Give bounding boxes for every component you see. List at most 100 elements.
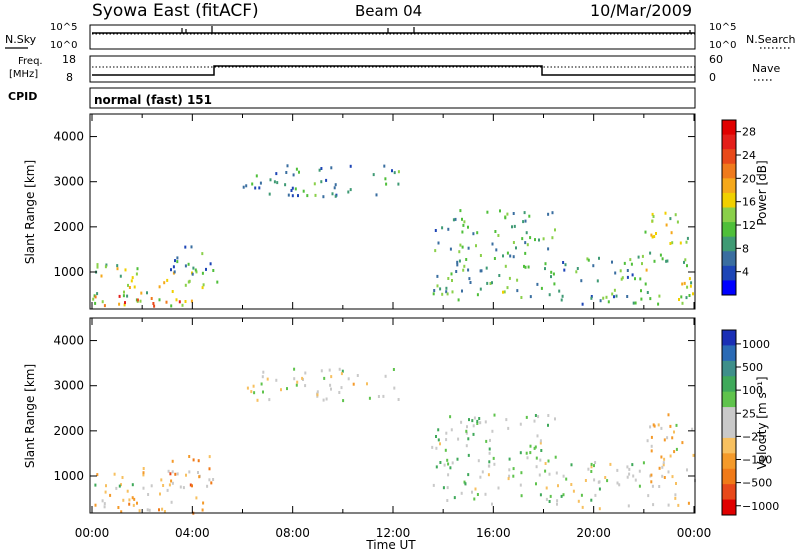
- heatmap-cell-r4: [535, 465, 538, 469]
- heatmap-cell-r0: [119, 274, 122, 278]
- date-title: 10/Mar/2009: [590, 1, 692, 20]
- heatmap-cell-r0: [127, 283, 129, 287]
- heatmap-cell-r6: [678, 298, 680, 301]
- velocity-axis: 1000 2000 3000 4000: [53, 318, 695, 513]
- heatmap-cell-r6: [644, 230, 647, 234]
- heatmap-cell-r4: [554, 228, 556, 232]
- heatmap-cell-r6: [692, 292, 694, 296]
- heatmap-cell-r4: [529, 451, 532, 455]
- heatmap-cell-r6: [657, 302, 660, 306]
- heatmap-cell-r4: [445, 431, 448, 435]
- freq-panel-frame: [89, 55, 696, 83]
- heatmap-cell-r0: [105, 484, 107, 488]
- heatmap-cell-r0: [104, 265, 107, 269]
- heatmap-cell-r0: [146, 291, 148, 295]
- heatmap-cell-r5: [628, 472, 631, 476]
- heatmap-cell-r6: [686, 264, 688, 268]
- power-panel-frame: [89, 113, 696, 310]
- heatmap-cell-r4: [491, 242, 494, 246]
- heatmap-cell-r5: [575, 270, 578, 274]
- power-colorbar: 4 8 12 16 20 24 28: [721, 119, 756, 296]
- heatmap-cell-r5: [615, 294, 618, 298]
- colorbar-frame: [721, 329, 737, 516]
- heatmap-cell-r5: [560, 494, 563, 498]
- heatmap-cell-r6: [666, 436, 669, 440]
- velocity-colorbar-label: Velocity [m s⁻¹]: [755, 376, 769, 469]
- heatmap-cell-r5: [590, 295, 593, 298]
- heatmap-cell-r4: [433, 289, 436, 292]
- heatmap-cell-r4: [436, 284, 439, 288]
- noise-right-top-tick: 10^5: [709, 22, 736, 33]
- heatmap-cell-r3: [397, 170, 400, 174]
- heatmap-cell-r3: [245, 184, 248, 188]
- heatmap-cell-r4: [453, 496, 456, 500]
- heatmap-cell-r1: [165, 300, 168, 304]
- heatmap-cell-r3: [397, 398, 400, 401]
- heatmap-cell-r6: [667, 413, 670, 417]
- colorbar-swatch: [722, 251, 736, 267]
- heatmap-cell-r4: [534, 238, 536, 242]
- heatmap-cell-r1: [94, 483, 97, 487]
- heatmap-cell-r5: [626, 275, 629, 279]
- heatmap-cell-r3: [261, 375, 264, 379]
- heatmap-cell-r1: [150, 297, 153, 300]
- heatmap-cell-r5: [641, 262, 643, 266]
- heatmap-cell-r4: [513, 224, 516, 228]
- heatmap-cell-r4: [508, 276, 511, 280]
- heatmap-cell-r4: [432, 292, 435, 296]
- heatmap-cell-r4: [505, 418, 508, 422]
- heatmap-cell-r4: [539, 458, 542, 462]
- heatmap-cell-r6: [650, 444, 653, 448]
- heatmap-cell-r4: [445, 286, 448, 290]
- heatmap-cell-r4: [512, 212, 515, 215]
- heatmap-cell-r6: [675, 447, 678, 451]
- colorbar-swatch: [722, 376, 736, 393]
- heatmap-cell-r4: [521, 237, 524, 241]
- heatmap-cell-r4: [469, 281, 472, 284]
- heatmap-cell-r2: [190, 245, 193, 249]
- heatmap-cell-r0: [158, 298, 161, 302]
- power-heatmap-cells: [92, 164, 694, 308]
- heatmap-cell-r0: [104, 490, 107, 494]
- heatmap-cell-r4: [507, 426, 510, 430]
- noise-left-top-tick: 10^5: [50, 22, 77, 33]
- heatmap-cell-r4: [441, 226, 444, 230]
- heatmap-cell-r4: [444, 448, 447, 452]
- heatmap-cell-r0: [185, 473, 187, 477]
- heatmap-cell-r4: [461, 289, 463, 293]
- heatmap-cell-r4: [538, 473, 541, 477]
- heatmap-cell-r0: [121, 476, 124, 479]
- heatmap-cell-r3: [377, 395, 380, 398]
- heatmap-cell-r0: [163, 281, 166, 285]
- heatmap-cell-r4: [509, 254, 512, 258]
- heatmap-cell-r5: [634, 478, 637, 482]
- heatmap-cell-r3: [246, 386, 249, 390]
- heatmap-cell-r1: [118, 484, 121, 488]
- heatmap-cell-r4: [432, 483, 435, 487]
- heatmap-cell-r4: [507, 477, 510, 481]
- heatmap-cell-r4: [465, 429, 468, 433]
- heatmap-cell-r5: [577, 499, 580, 503]
- heatmap-cell-r0: [105, 263, 108, 267]
- heatmap-cell-r4: [493, 257, 496, 260]
- heatmap-cell-r5: [616, 468, 619, 472]
- colorbar-swatch: [722, 178, 736, 194]
- heatmap-cell-r3: [372, 173, 375, 177]
- heatmap-cell-r4: [535, 482, 537, 486]
- colorbar-swatch: [722, 453, 736, 470]
- heatmap-cell-r3: [254, 186, 257, 190]
- heatmap-cell-r5: [630, 262, 633, 266]
- heatmap-cell-r0: [128, 498, 131, 502]
- heatmap-cell-r4: [458, 250, 461, 254]
- heatmap-cell-r3: [275, 378, 278, 382]
- heatmap-cell-r4: [529, 236, 532, 240]
- heatmap-cell-r6: [663, 476, 666, 479]
- colorbar-swatch: [722, 422, 736, 439]
- heatmap-cell-r6: [661, 465, 664, 469]
- heatmap-cell-r0: [171, 470, 174, 474]
- heatmap-cell-r2: [191, 484, 193, 488]
- heatmap-cell-r6: [685, 240, 688, 244]
- heatmap-cell-r3: [334, 183, 337, 187]
- heatmap-cell-r4: [478, 417, 481, 420]
- heatmap-cell-r0: [101, 499, 104, 503]
